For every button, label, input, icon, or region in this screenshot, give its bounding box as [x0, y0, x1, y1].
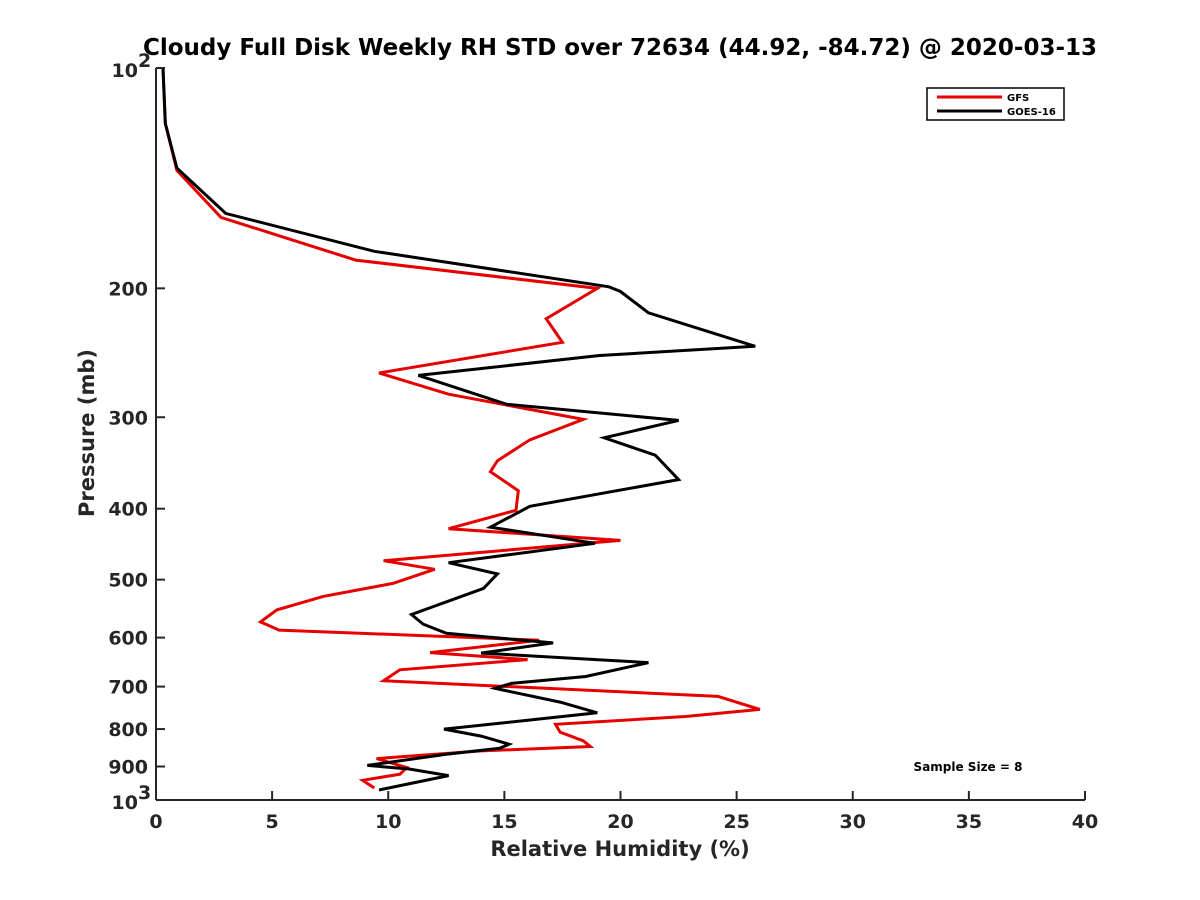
x-tick-label: 30 [840, 811, 866, 833]
y-axis-title: Pressure (mb) [75, 349, 99, 517]
legend-label: GFS [1007, 93, 1029, 104]
sample-size-annotation: Sample Size = 8 [914, 760, 1023, 774]
chart-title: Cloudy Full Disk Weekly RH STD over 7263… [143, 35, 1097, 61]
legend: GFS GOES-16 [926, 87, 1065, 121]
y-tick-label: 400 [108, 499, 148, 521]
series-line-goes-16 [161, 67, 756, 792]
y-tick-label: 700 [108, 677, 148, 699]
series-line-gfs [161, 67, 761, 790]
x-tick-label: 20 [607, 811, 633, 833]
x-tick-label: 35 [956, 811, 982, 833]
x-axis-title: Relative Humidity (%) [490, 837, 749, 861]
x-tick-label: 5 [266, 811, 279, 833]
x-tick-label: 15 [491, 811, 517, 833]
y-tick-label: 200 [108, 278, 148, 300]
y-tick-label: 300 [108, 407, 148, 429]
x-tick-label: 25 [723, 811, 749, 833]
y-tick-label: 500 [108, 570, 148, 592]
y-tick-exponent: 2 [138, 50, 151, 72]
series-layer [161, 67, 761, 792]
x-tick-label: 0 [149, 811, 162, 833]
legend-label: GOES-16 [1007, 107, 1056, 118]
x-tick-label: 10 [375, 811, 401, 833]
y-tick-label: 900 [108, 757, 148, 779]
y-tick-label: 10 [112, 60, 138, 82]
y-tick-label: 600 [108, 628, 148, 650]
x-tick-label: 40 [1072, 811, 1098, 833]
y-tick-label: 10 [112, 792, 138, 814]
y-tick-exponent: 3 [138, 782, 151, 804]
legend-box [926, 87, 1065, 121]
y-tick-label: 800 [108, 719, 148, 741]
